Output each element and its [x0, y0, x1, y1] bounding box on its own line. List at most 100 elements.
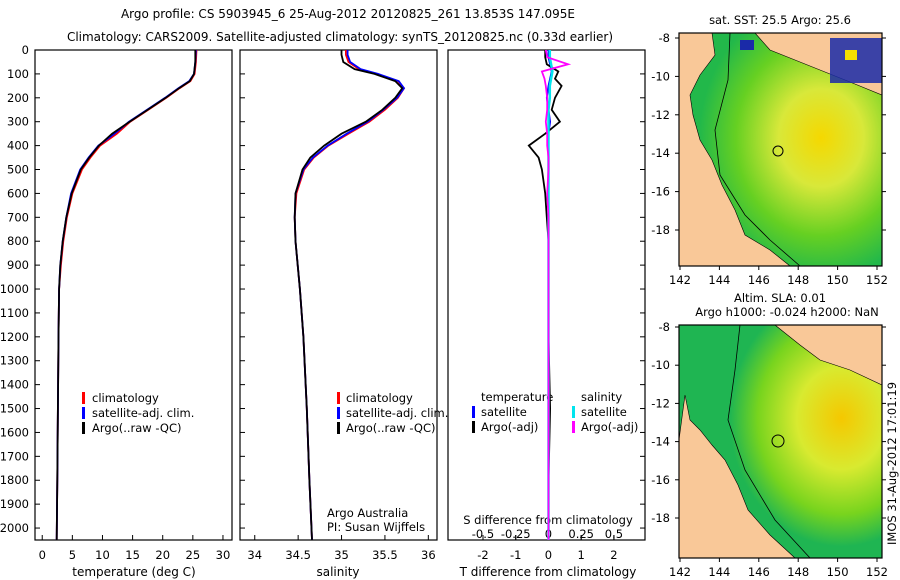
legend-swatch-climatology: [82, 392, 85, 404]
legend-swatch-s-argo: [572, 421, 575, 433]
x-tick-label: 35: [334, 548, 349, 562]
y-tick-label: 2000: [0, 521, 29, 535]
y-tick-label: 500: [7, 163, 29, 177]
legend-header-salinity: salinity: [581, 390, 622, 404]
legend-argo: Argo(..raw -QC): [92, 421, 182, 435]
legend-satellite: satellite-adj. clim.: [92, 406, 194, 420]
s-tick-label: -0.5: [472, 527, 494, 541]
series-argo-raw-qc-: [293, 50, 404, 541]
lon-tick-label: 144: [708, 273, 730, 287]
salinity-xlabel: salinity: [316, 565, 359, 579]
x-tick-label: 20: [155, 548, 170, 562]
legend-swatch-argo: [82, 422, 85, 434]
x-tick-label: 30: [216, 548, 231, 562]
lon-tick-label: 152: [866, 273, 888, 287]
y-tick-label: 700: [7, 210, 29, 224]
sst-map: sat. SST: 25.5 Argo: 25.6 -8 -10 -12 -14 -16…: [651, 13, 888, 287]
x-tick-label: 35.5: [372, 548, 398, 562]
isobath: [727, 324, 811, 559]
lon-tick-label: 146: [748, 565, 770, 579]
sst-patch: [845, 50, 857, 60]
y-tick-label: 1000: [0, 282, 29, 296]
lon-tick-label: 150: [827, 273, 849, 287]
y-tick-label: 1400: [0, 378, 29, 392]
y-tick-label: 1700: [0, 449, 29, 463]
legend-t-satellite: satellite: [481, 405, 527, 419]
x-tick-label: 25: [186, 548, 201, 562]
sst-map-title: sat. SST: 25.5 Argo: 25.6: [709, 13, 851, 27]
s-tick-label: 0.5: [605, 527, 623, 541]
sst-patch: [740, 40, 754, 50]
isobath: [714, 32, 801, 267]
x-tick-label: 36: [421, 548, 436, 562]
series-climatology: [293, 50, 406, 541]
sla-map-title2: Argo h1000: -0.024 h2000: NaN: [695, 305, 879, 319]
x-tick-label: 1: [578, 548, 585, 562]
legend-swatch-climatology: [337, 392, 340, 404]
legend-swatch-argo: [337, 422, 340, 434]
y-tick-label: 800: [7, 234, 29, 248]
lon-tick-label: 142: [669, 565, 691, 579]
temperature-panel: temperature (deg C) climatology satellit…: [0, 43, 233, 579]
annotation-argo-australia: Argo Australia: [327, 506, 408, 520]
lat-tick-label: -16: [651, 473, 670, 487]
argo-position-marker: [772, 145, 784, 157]
y-tick-label: 300: [7, 115, 29, 129]
x-tick-label: 15: [125, 548, 140, 562]
lat-tick-label: -18: [651, 511, 670, 525]
temperature-xlabel: temperature (deg C): [72, 565, 195, 579]
legend-swatch-t-satellite: [472, 406, 475, 418]
legend-satellite: satellite-adj. clim.: [346, 406, 448, 420]
legend-argo: Argo(..raw -QC): [346, 421, 436, 435]
sla-map: Altim. SLA: 0.01 Argo h1000: -0.024 h200…: [651, 291, 888, 579]
y-tick-label: 1600: [0, 425, 29, 439]
lon-tick-label: 152: [866, 565, 888, 579]
title-line1: Argo profile: CS 5903945_6 25-Aug-2012 2…: [121, 7, 575, 21]
lat-tick-label: -16: [651, 185, 670, 199]
lat-tick-label: -12: [651, 396, 670, 410]
legend-s-satellite: satellite: [581, 405, 627, 419]
x-tick-label: 10: [95, 548, 110, 562]
y-tick-label: 200: [7, 91, 29, 105]
t-difference-xlabel: T difference from climatology: [459, 565, 637, 579]
sst-map-frame: [678, 32, 883, 267]
legend-swatch-s-satellite: [572, 406, 575, 418]
x-tick-label: -2: [477, 548, 488, 562]
x-tick-label: 2: [610, 548, 617, 562]
y-tick-label: 1100: [0, 306, 29, 320]
lat-tick-label: -18: [651, 223, 670, 237]
x-tick-label: 0: [545, 548, 552, 562]
y-tick-label: 100: [7, 67, 29, 81]
salinity-plot-frame: [239, 49, 438, 541]
x-tick-label: 5: [69, 548, 76, 562]
lat-tick-label: -10: [651, 69, 670, 83]
lon-tick-label: 150: [827, 565, 849, 579]
difference-legend: temperature salinity satellite Argo(-adj…: [472, 390, 638, 434]
temperature-plot-frame: [34, 49, 233, 541]
lat-tick-label: -14: [651, 435, 670, 449]
imos-footer: IMOS 31-Aug-2012 17:01:19: [885, 382, 899, 545]
y-tick-label: 600: [7, 186, 29, 200]
y-tick-label: 900: [7, 258, 29, 272]
lon-tick-label: 148: [787, 273, 809, 287]
cloud-gap-patch: [830, 38, 882, 83]
salinity-legend: climatology satellite-adj. clim. Argo(..…: [337, 391, 448, 435]
x-tick-label: 0: [39, 548, 46, 562]
argo-position-marker: [771, 434, 785, 448]
y-tick-label: 1500: [0, 402, 29, 416]
y-tick-label: 1900: [0, 497, 29, 511]
lat-tick-label: -14: [651, 146, 670, 160]
difference-panel: T difference from climatology S differen…: [447, 49, 646, 579]
y-tick-label: 0: [22, 43, 29, 57]
temperature-legend: climatology satellite-adj. clim. Argo(..…: [82, 391, 194, 435]
lon-tick-label: 146: [748, 273, 770, 287]
lat-tick-label: -10: [651, 358, 670, 372]
series-satellite-adj-clim-: [293, 50, 406, 541]
y-tick-label: 400: [7, 139, 29, 153]
lon-tick-label: 144: [708, 565, 730, 579]
lat-tick-label: -12: [651, 108, 670, 122]
y-tick-label: 1200: [0, 330, 29, 344]
legend-s-argo: Argo(-adj): [581, 420, 638, 434]
legend-climatology: climatology: [92, 391, 159, 405]
series-salinity-argo-adj-: [540, 49, 572, 540]
